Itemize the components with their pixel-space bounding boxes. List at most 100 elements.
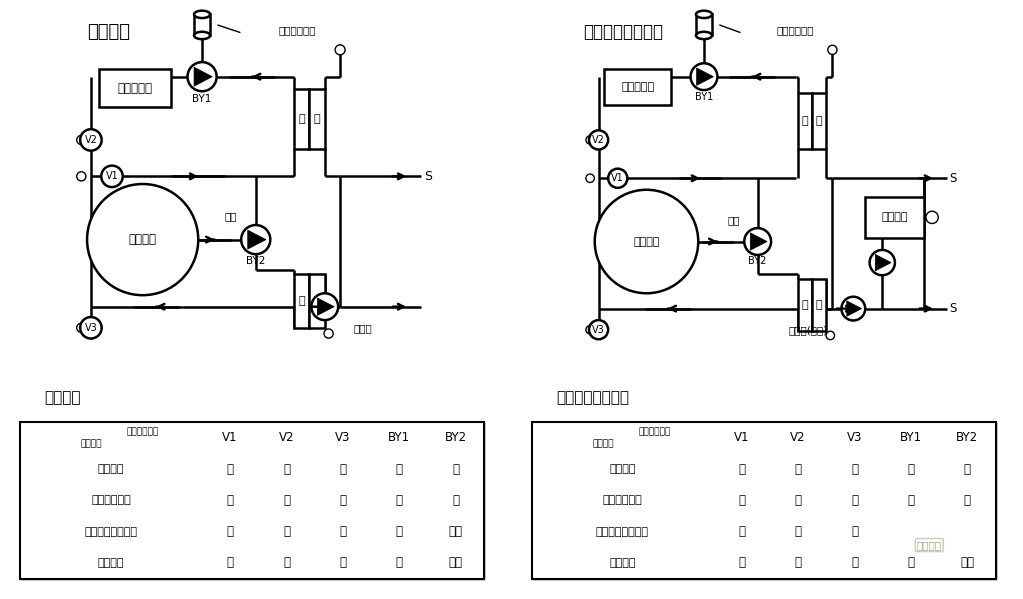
Circle shape (80, 317, 101, 338)
Polygon shape (194, 67, 213, 86)
Text: V1: V1 (105, 171, 119, 181)
Circle shape (926, 211, 938, 223)
Text: 关: 关 (226, 462, 233, 476)
Circle shape (594, 190, 699, 294)
Text: 关: 关 (283, 494, 290, 507)
Text: 换: 换 (816, 300, 822, 310)
Text: 关: 关 (340, 494, 347, 507)
Polygon shape (697, 68, 713, 86)
Text: 调节: 调节 (449, 556, 462, 570)
Text: 开: 开 (226, 556, 233, 570)
Circle shape (77, 135, 86, 144)
Text: 主机单独供冷: 主机单独供冷 (603, 495, 642, 506)
Text: 并联系统: 并联系统 (87, 23, 130, 41)
Text: V1: V1 (222, 431, 237, 444)
Text: 定压补液装置: 定压补液装置 (776, 26, 814, 36)
Circle shape (187, 62, 217, 91)
Circle shape (77, 172, 86, 181)
Text: 停: 停 (452, 494, 459, 507)
Text: V3: V3 (592, 325, 605, 335)
Ellipse shape (696, 32, 712, 39)
Text: 阀门、泵状态: 阀门、泵状态 (127, 427, 159, 436)
Text: 板: 板 (299, 296, 305, 306)
Text: 开: 开 (851, 556, 858, 570)
Text: 关: 关 (283, 525, 290, 538)
Text: 双工况主机: 双工况主机 (118, 81, 152, 95)
Text: 开: 开 (738, 494, 745, 507)
Bar (309, 274, 324, 328)
Text: 蓄冰装置: 蓄冰装置 (633, 237, 660, 247)
Text: 定压补液装置: 定压补液装置 (278, 26, 316, 36)
Text: V2: V2 (592, 135, 605, 145)
Bar (798, 279, 812, 331)
Text: 板: 板 (299, 114, 305, 124)
Text: 停: 停 (964, 462, 971, 476)
Polygon shape (750, 233, 767, 250)
Circle shape (745, 228, 771, 255)
Text: 启: 启 (907, 556, 915, 570)
Text: 蓄冰装置单独供冷: 蓄冰装置单独供冷 (595, 527, 649, 537)
Text: 开: 开 (283, 462, 290, 476)
Bar (532, 422, 995, 579)
Circle shape (828, 46, 837, 55)
Text: 基载主机: 基载主机 (882, 213, 908, 222)
Circle shape (589, 131, 608, 150)
Text: 开: 开 (340, 556, 347, 570)
Text: 关: 关 (340, 462, 347, 476)
Text: 联合供冷: 联合供冷 (97, 558, 124, 568)
Text: 启: 启 (907, 494, 915, 507)
Text: 冷水泵(变频): 冷水泵(变频) (789, 325, 828, 335)
Text: 换: 换 (816, 116, 822, 126)
Circle shape (336, 45, 345, 55)
Text: 双工况主机: 双工况主机 (622, 82, 655, 92)
Circle shape (586, 136, 594, 144)
Circle shape (586, 174, 594, 183)
Text: 启: 启 (907, 462, 915, 476)
Text: 停: 停 (396, 525, 403, 538)
Text: BY2: BY2 (445, 431, 466, 444)
Bar (865, 198, 925, 238)
Text: BY1: BY1 (192, 93, 212, 104)
Text: V3: V3 (847, 431, 862, 444)
Bar (194, 14, 210, 35)
Text: BY2: BY2 (749, 256, 767, 267)
Polygon shape (847, 301, 861, 316)
Text: 有基载的并联系统: 有基载的并联系统 (557, 390, 629, 405)
Text: 启: 启 (396, 494, 403, 507)
Text: BY2: BY2 (957, 431, 978, 444)
Text: 换: 换 (314, 296, 320, 306)
Ellipse shape (194, 32, 210, 39)
Bar (605, 69, 671, 105)
Text: 关: 关 (226, 525, 233, 538)
Text: 开: 开 (340, 525, 347, 538)
Text: 有基载的并联系统: 有基载的并联系统 (583, 23, 663, 41)
Text: 主机蓄冰: 主机蓄冰 (609, 464, 635, 474)
Circle shape (311, 294, 339, 320)
Bar (98, 69, 172, 107)
Text: 变频: 变频 (225, 211, 237, 222)
Circle shape (608, 169, 627, 188)
Text: 关: 关 (795, 494, 801, 507)
Text: 调节: 调节 (449, 525, 462, 538)
Circle shape (324, 329, 333, 338)
Circle shape (870, 250, 895, 276)
Text: 板: 板 (802, 300, 808, 310)
Circle shape (691, 63, 717, 90)
Circle shape (827, 331, 835, 340)
Text: S: S (425, 170, 433, 183)
Text: 系统工况: 系统工况 (592, 440, 614, 449)
Ellipse shape (194, 11, 210, 18)
Text: BY1: BY1 (695, 92, 713, 102)
Text: 蓄冰装置: 蓄冰装置 (129, 233, 157, 246)
Text: 主机蓄冰: 主机蓄冰 (97, 464, 124, 474)
Bar (294, 89, 309, 149)
Text: 开: 开 (851, 525, 858, 538)
Text: 蓄冰装置单独供冷: 蓄冰装置单独供冷 (84, 527, 137, 537)
Text: V2: V2 (790, 431, 806, 444)
Text: 变频: 变频 (727, 216, 741, 225)
Bar (812, 93, 827, 149)
Circle shape (77, 323, 86, 332)
Bar (798, 93, 812, 149)
Text: 阀门、泵状态: 阀门、泵状态 (638, 427, 670, 436)
Polygon shape (317, 298, 335, 316)
